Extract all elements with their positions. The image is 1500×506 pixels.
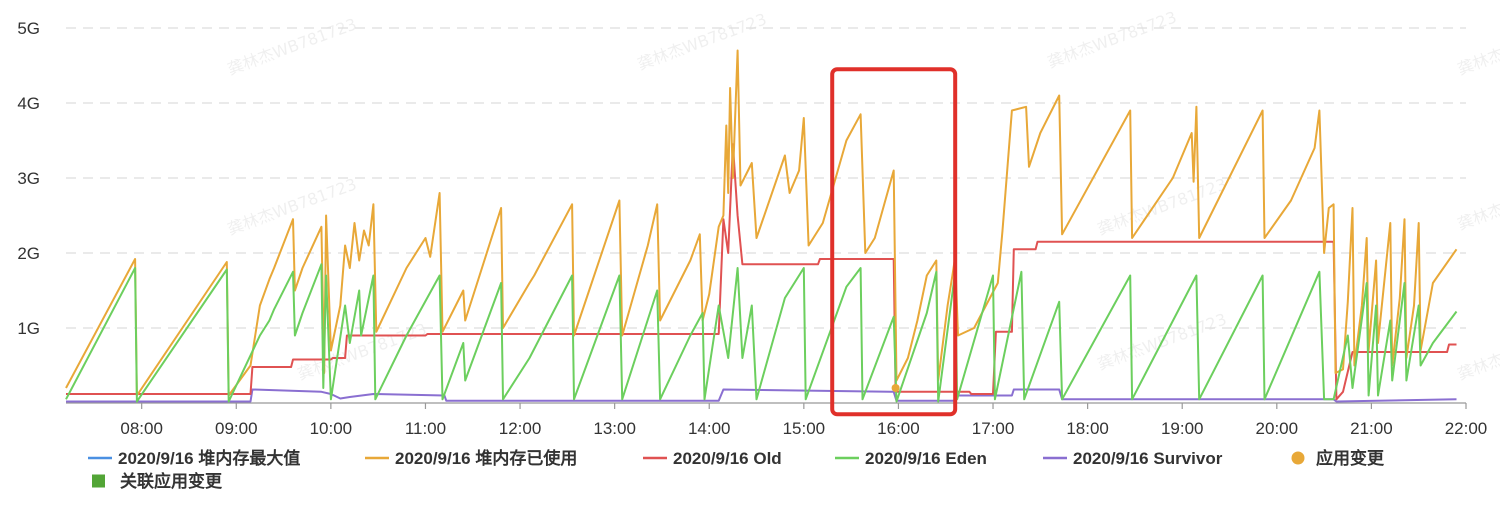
legend-label: 关联应用变更 xyxy=(120,471,223,491)
watermark: 龚林杰WB781723 xyxy=(1455,169,1500,233)
y-tick-label: 1G xyxy=(17,319,40,338)
series-line-survivor xyxy=(66,388,1457,403)
x-tick-label: 10:00 xyxy=(310,419,353,438)
y-tick-label: 4G xyxy=(17,94,40,113)
series-line-old xyxy=(66,143,1457,401)
legend-item-heap_max[interactable]: 2020/9/16 堆内存最大值 xyxy=(88,448,300,468)
legend-label: 2020/9/16 堆内存最大值 xyxy=(118,448,300,468)
series-line-eden xyxy=(65,263,1458,403)
legend-item-heap_used[interactable]: 2020/9/16 堆内存已使用 xyxy=(365,448,577,468)
legend-label: 2020/9/16 堆内存已使用 xyxy=(395,448,577,468)
x-axis: 08:00 09:00 10:00 11:00 12:00 13:00 14:00 15:00… xyxy=(66,402,1488,438)
highlight-box xyxy=(830,67,958,417)
x-tick-label: 11:00 xyxy=(405,419,446,438)
x-tick-label: 15:00 xyxy=(783,419,826,438)
watermark: 龚林杰WB781723 xyxy=(225,14,359,78)
series-lines xyxy=(65,49,1458,403)
watermark: 龚林杰WB781723 xyxy=(225,174,359,238)
y-tick-label: 3G xyxy=(17,169,40,188)
x-tick-label: 17:00 xyxy=(972,419,1015,438)
watermark: 龚林杰WB781723 xyxy=(1045,7,1179,71)
legend-item-survivor[interactable]: 2020/9/16 Survivor xyxy=(1043,449,1223,468)
legend-label: 2020/9/16 Survivor xyxy=(1073,449,1223,468)
event-markers xyxy=(891,384,900,392)
x-tick-label: 12:00 xyxy=(499,419,542,438)
legend-label: 应用变更 xyxy=(1316,448,1385,468)
legend: 2020/9/16 堆内存最大值 2020/9/16 堆内存已使用 2020/9/1… xyxy=(88,448,1385,491)
watermark: 龚林杰WB781723 xyxy=(1455,14,1500,78)
legend-item-related_change[interactable]: 关联应用变更 xyxy=(92,471,223,491)
legend-swatch xyxy=(92,474,105,488)
watermark: 龚林杰WB781723 xyxy=(1455,319,1500,383)
x-tick-label: 13:00 xyxy=(593,419,636,438)
y-axis: 1G 2G 3G 4G 5G xyxy=(17,19,40,338)
x-tick-label: 21:00 xyxy=(1350,419,1393,438)
y-tick-label: 2G xyxy=(17,244,40,263)
y-tick-label: 5G xyxy=(17,19,40,38)
legend-label: 2020/9/16 Old xyxy=(673,449,782,468)
gridlines xyxy=(66,27,1466,329)
x-tick-label: 20:00 xyxy=(1256,419,1299,438)
highlight-rectangle xyxy=(830,67,958,417)
legend-swatch xyxy=(1291,451,1305,465)
watermark: 龚林杰WB781723 xyxy=(1095,174,1229,238)
x-tick-label: 09:00 xyxy=(215,419,258,438)
legend-label: 2020/9/16 Eden xyxy=(865,449,987,468)
legend-item-eden[interactable]: 2020/9/16 Eden xyxy=(835,449,987,468)
watermark: 龚林杰WB781723 xyxy=(635,9,769,73)
x-tick-label: 18:00 xyxy=(1066,419,1109,438)
x-tick-label: 16:00 xyxy=(877,419,920,438)
series-line-heap_used xyxy=(65,49,1458,397)
x-tick-label: 14:00 xyxy=(688,419,731,438)
legend-item-old[interactable]: 2020/9/16 Old xyxy=(643,449,782,468)
legend-item-app_change[interactable]: 应用变更 xyxy=(1291,448,1385,468)
x-tick-label: 19:00 xyxy=(1161,419,1204,438)
marker-app_change[interactable] xyxy=(891,384,900,392)
x-tick-label: 08:00 xyxy=(120,419,163,438)
x-tick-label: 22:00 xyxy=(1445,419,1488,438)
